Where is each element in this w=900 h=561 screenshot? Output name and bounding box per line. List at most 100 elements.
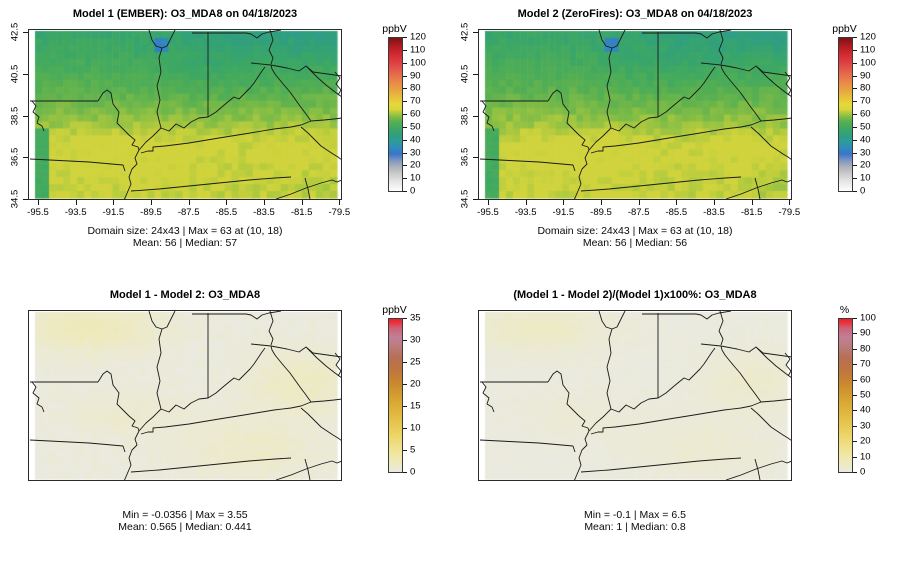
colorbar-tick bbox=[853, 152, 857, 154]
colorbar-tick-label: 30 bbox=[410, 334, 421, 346]
colorbar-diff bbox=[388, 318, 403, 473]
y-axis-tick bbox=[473, 157, 478, 159]
colorbar-tick-label: 70 bbox=[860, 358, 871, 370]
colorbar-tick bbox=[853, 62, 857, 64]
colorbar-tick-label: 40 bbox=[860, 134, 871, 146]
colorbar-tick bbox=[403, 114, 407, 115]
colorbar-tick-label: 100 bbox=[860, 312, 876, 324]
x-axis-tick bbox=[600, 200, 602, 205]
colorbar-tick bbox=[853, 101, 857, 103]
colorbar-tick-label: 110 bbox=[410, 44, 426, 56]
colorbar-tick-label: 60 bbox=[410, 108, 421, 120]
colorbar-tick-label: 120 bbox=[860, 31, 876, 43]
colorbar-tick-label: 90 bbox=[860, 70, 871, 81]
colorbar-tick-label: 90 bbox=[860, 327, 871, 339]
colorbar-tick bbox=[403, 428, 407, 429]
colorbar-tick-label: 50 bbox=[860, 121, 871, 133]
colorbar-tick bbox=[403, 340, 407, 341]
colorbar-tick bbox=[403, 362, 407, 363]
state-borders-diff bbox=[29, 311, 341, 480]
colorbar-tick bbox=[853, 114, 857, 115]
x-axis-label: -95.5 bbox=[477, 207, 499, 218]
x-axis-tick bbox=[113, 200, 115, 205]
colorbar-tick bbox=[403, 88, 407, 90]
colorbar-tick-label: 100 bbox=[410, 57, 426, 69]
x-axis-label: -89.5 bbox=[590, 207, 612, 218]
stats-line-1-pctdiff: Min = -0.1 | Max = 6.5 bbox=[584, 509, 686, 521]
y-axis-tick bbox=[23, 157, 28, 159]
x-axis-tick bbox=[301, 200, 303, 205]
colorbar-unit-label-pctdiff: % bbox=[839, 304, 850, 316]
y-axis-tick bbox=[473, 115, 478, 117]
colorbar-tick-label: 0 bbox=[860, 466, 866, 478]
colorbar-tick bbox=[403, 318, 407, 319]
x-axis-label: -79.5 bbox=[778, 207, 801, 218]
colorbar-tick-label: 60 bbox=[860, 374, 871, 386]
state-borders-pctdiff bbox=[479, 311, 791, 480]
plot-frame-model1 bbox=[28, 29, 342, 200]
colorbar-tick bbox=[853, 191, 857, 192]
x-axis-label: -91.5 bbox=[102, 207, 125, 218]
colorbar-tick-label: 10 bbox=[410, 172, 421, 184]
colorbar-tick bbox=[403, 406, 407, 407]
colorbar-tick bbox=[853, 410, 857, 412]
x-axis-label: -85.5 bbox=[665, 207, 688, 218]
colorbar-tick-label: 20 bbox=[860, 435, 871, 447]
x-axis-tick bbox=[226, 200, 228, 205]
stats-line-1-model1: Domain size: 24x43 | Max = 63 at (10, 18… bbox=[87, 225, 283, 237]
colorbar-tick-label: 40 bbox=[410, 134, 421, 146]
colorbar-tick-label: 90 bbox=[410, 70, 421, 81]
map-raster-model1 bbox=[29, 30, 341, 199]
x-axis-label: -81.5 bbox=[290, 207, 313, 218]
state-borders-model1 bbox=[29, 30, 341, 199]
colorbar-tick-label: 10 bbox=[860, 451, 871, 463]
colorbar-tick-label: 20 bbox=[410, 378, 421, 390]
colorbar-tick bbox=[853, 472, 857, 473]
panel-title-model1: Model 1 (EMBER): O3_MDA8 on 04/18/2023 bbox=[72, 8, 298, 20]
x-axis-tick bbox=[38, 200, 39, 205]
colorbar-tick-label: 30 bbox=[860, 147, 871, 158]
y-axis-tick bbox=[473, 73, 478, 75]
colorbar-tick bbox=[403, 126, 407, 128]
x-axis-label: -83.5 bbox=[703, 207, 725, 218]
colorbar-tick bbox=[853, 178, 857, 180]
x-axis-label: -87.5 bbox=[177, 207, 200, 218]
x-axis-tick bbox=[339, 200, 341, 205]
colorbar-tick-label: 70 bbox=[860, 95, 871, 107]
colorbar-tick bbox=[403, 384, 407, 385]
y-axis-label: 36.5 bbox=[459, 148, 471, 167]
x-axis-label: -89.5 bbox=[140, 207, 162, 218]
x-axis-tick bbox=[789, 200, 791, 205]
plot-frame-pctdiff bbox=[478, 310, 792, 481]
colorbar-tick bbox=[853, 75, 857, 77]
plot-frame-diff bbox=[28, 310, 342, 481]
colorbar-tick-label: 10 bbox=[410, 422, 421, 434]
panel-title-diff: Model 1 - Model 2: O3_MDA8 bbox=[109, 289, 261, 301]
y-axis-label: 38.5 bbox=[459, 106, 471, 125]
colorbar-tick bbox=[403, 178, 407, 180]
colorbar-tick-label: 25 bbox=[410, 356, 421, 368]
y-axis-tick bbox=[23, 199, 28, 201]
x-axis-tick bbox=[713, 200, 715, 205]
stats-line-2-pctdiff: Mean: 1 | Median: 0.8 bbox=[584, 521, 686, 533]
x-axis-tick bbox=[263, 200, 265, 205]
colorbar-tick-label: 20 bbox=[860, 159, 871, 171]
colorbar-tick bbox=[403, 152, 407, 154]
colorbar-tick bbox=[853, 318, 857, 319]
y-axis-tick bbox=[473, 199, 478, 201]
x-axis-tick bbox=[75, 200, 77, 205]
colorbar-tick-label: 110 bbox=[860, 44, 876, 56]
map-raster-diff bbox=[29, 311, 341, 480]
x-axis-tick bbox=[488, 200, 489, 205]
colorbar-tick-label: 10 bbox=[860, 172, 871, 184]
x-axis-label: -87.5 bbox=[627, 207, 650, 218]
colorbar-tick bbox=[403, 191, 407, 192]
colorbar-tick bbox=[403, 139, 407, 141]
x-axis-label: -79.5 bbox=[328, 207, 351, 218]
colorbar-tick bbox=[853, 395, 857, 396]
x-axis-tick bbox=[188, 200, 190, 205]
x-axis-tick bbox=[638, 200, 640, 205]
colorbar-tick-label: 50 bbox=[410, 121, 421, 133]
colorbar-tick bbox=[403, 165, 407, 167]
